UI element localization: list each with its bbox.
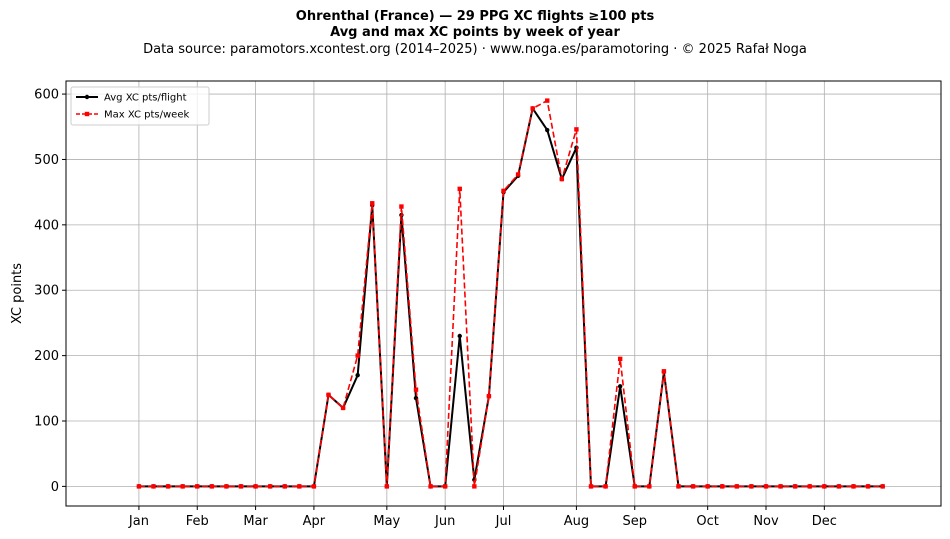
- data-point-max: [238, 484, 244, 489]
- data-point-avg: [617, 384, 623, 389]
- data-point-max: [574, 127, 579, 132]
- x-tick-label: Jan: [128, 514, 149, 529]
- y-tick-label: 400: [34, 218, 59, 233]
- series-layer: [136, 98, 885, 489]
- data-point-max: [836, 484, 842, 489]
- data-point-max: [399, 204, 404, 209]
- data-point-max: [195, 484, 200, 489]
- data-point-max: [588, 484, 594, 489]
- data-point-max: [326, 392, 331, 398]
- data-point-max: [734, 484, 740, 489]
- data-point-max: [472, 484, 477, 489]
- x-tick-label: Jul: [495, 514, 512, 529]
- data-point-max: [545, 98, 550, 103]
- y-tick-label: 600: [34, 88, 59, 103]
- x-tick-label: Mar: [243, 514, 268, 529]
- data-point-max: [370, 201, 375, 206]
- data-point-max: [778, 484, 783, 489]
- chart-source-note: Data source: paramotors.xcontest.org (20…: [143, 42, 807, 57]
- data-point-max: [340, 405, 346, 411]
- x-tick-label: Apr: [303, 514, 326, 529]
- data-point-max: [457, 186, 462, 192]
- data-point-max: [647, 484, 652, 489]
- data-point-max: [880, 484, 885, 489]
- data-point-max: [413, 387, 419, 392]
- data-point-max: [136, 484, 142, 489]
- data-point-max: [151, 484, 156, 489]
- data-point-max: [253, 484, 258, 489]
- y-tick-label: 200: [34, 349, 59, 364]
- data-point-max: [559, 176, 565, 182]
- x-tick-label: Dec: [812, 514, 837, 529]
- legend-box: [70, 86, 210, 126]
- data-point-max: [515, 172, 521, 177]
- series-line-avg: [138, 107, 883, 488]
- data-point-max: [603, 484, 608, 489]
- legend-label-avg: Avg XC pts/flight: [104, 93, 187, 104]
- data-point-max: [311, 484, 317, 489]
- data-point-max: [705, 484, 710, 489]
- chart-title: Ohrenthal (France) — 29 PPG XC flights ≥…: [295, 9, 655, 24]
- data-point-max: [807, 484, 812, 489]
- y-tick-label: 0: [51, 480, 59, 495]
- data-point-max: [720, 484, 725, 489]
- data-point-avg: [545, 127, 550, 133]
- data-point-max: [749, 484, 754, 489]
- data-point-max: [428, 484, 433, 489]
- data-point-max: [267, 484, 273, 489]
- legend-marker-max: [84, 111, 90, 117]
- x-tick-label: May: [373, 514, 400, 529]
- data-point-max: [180, 484, 185, 489]
- x-tick-label: Oct: [696, 514, 718, 529]
- x-tick-label: Feb: [186, 514, 209, 529]
- legend-marker-avg: [84, 94, 90, 100]
- data-point-max: [442, 484, 448, 489]
- data-point-max: [661, 369, 667, 374]
- chart-subtitle: Avg and max XC points by week of year: [330, 25, 620, 40]
- x-tick-label: Nov: [753, 514, 779, 529]
- y-tick-label: 100: [34, 415, 59, 430]
- data-point-max: [851, 484, 856, 489]
- data-point-avg: [457, 333, 462, 339]
- data-point-max: [530, 106, 535, 111]
- data-point-avg: [355, 373, 360, 378]
- data-point-max: [865, 484, 871, 489]
- data-point-max: [822, 484, 827, 489]
- data-point-max: [209, 484, 215, 489]
- x-tick-label: Jun: [434, 514, 455, 529]
- legend: Avg XC pts/flight Max XC pts/week: [70, 86, 210, 126]
- series-line-max: [138, 99, 883, 488]
- data-point-max: [690, 484, 696, 489]
- grid-lines: [66, 81, 941, 506]
- data-point-max: [165, 484, 171, 489]
- data-point-max: [355, 353, 360, 358]
- data-point-max: [763, 484, 769, 489]
- axes-layer: 0 100 200 300 400 500 600 Jan Feb Mar Apr May Jun Jul…: [34, 88, 837, 529]
- data-point-max: [297, 484, 302, 489]
- data-point-max: [501, 188, 506, 194]
- data-point-max: [282, 484, 287, 489]
- data-point-max: [632, 484, 637, 489]
- data-point-max: [384, 484, 390, 489]
- data-point-max: [486, 393, 492, 399]
- y-tick-label: 300: [34, 284, 59, 299]
- x-tick-label: Aug: [564, 514, 589, 529]
- legend-label-max: Max XC pts/week: [104, 110, 189, 121]
- y-tick-label: 500: [34, 153, 59, 168]
- x-tick-label: Sep: [622, 514, 647, 529]
- data-point-max: [792, 484, 798, 489]
- data-point-max: [617, 356, 623, 362]
- y-axis-label: XC points: [10, 263, 25, 324]
- data-point-max: [224, 484, 229, 489]
- data-point-max: [676, 484, 681, 489]
